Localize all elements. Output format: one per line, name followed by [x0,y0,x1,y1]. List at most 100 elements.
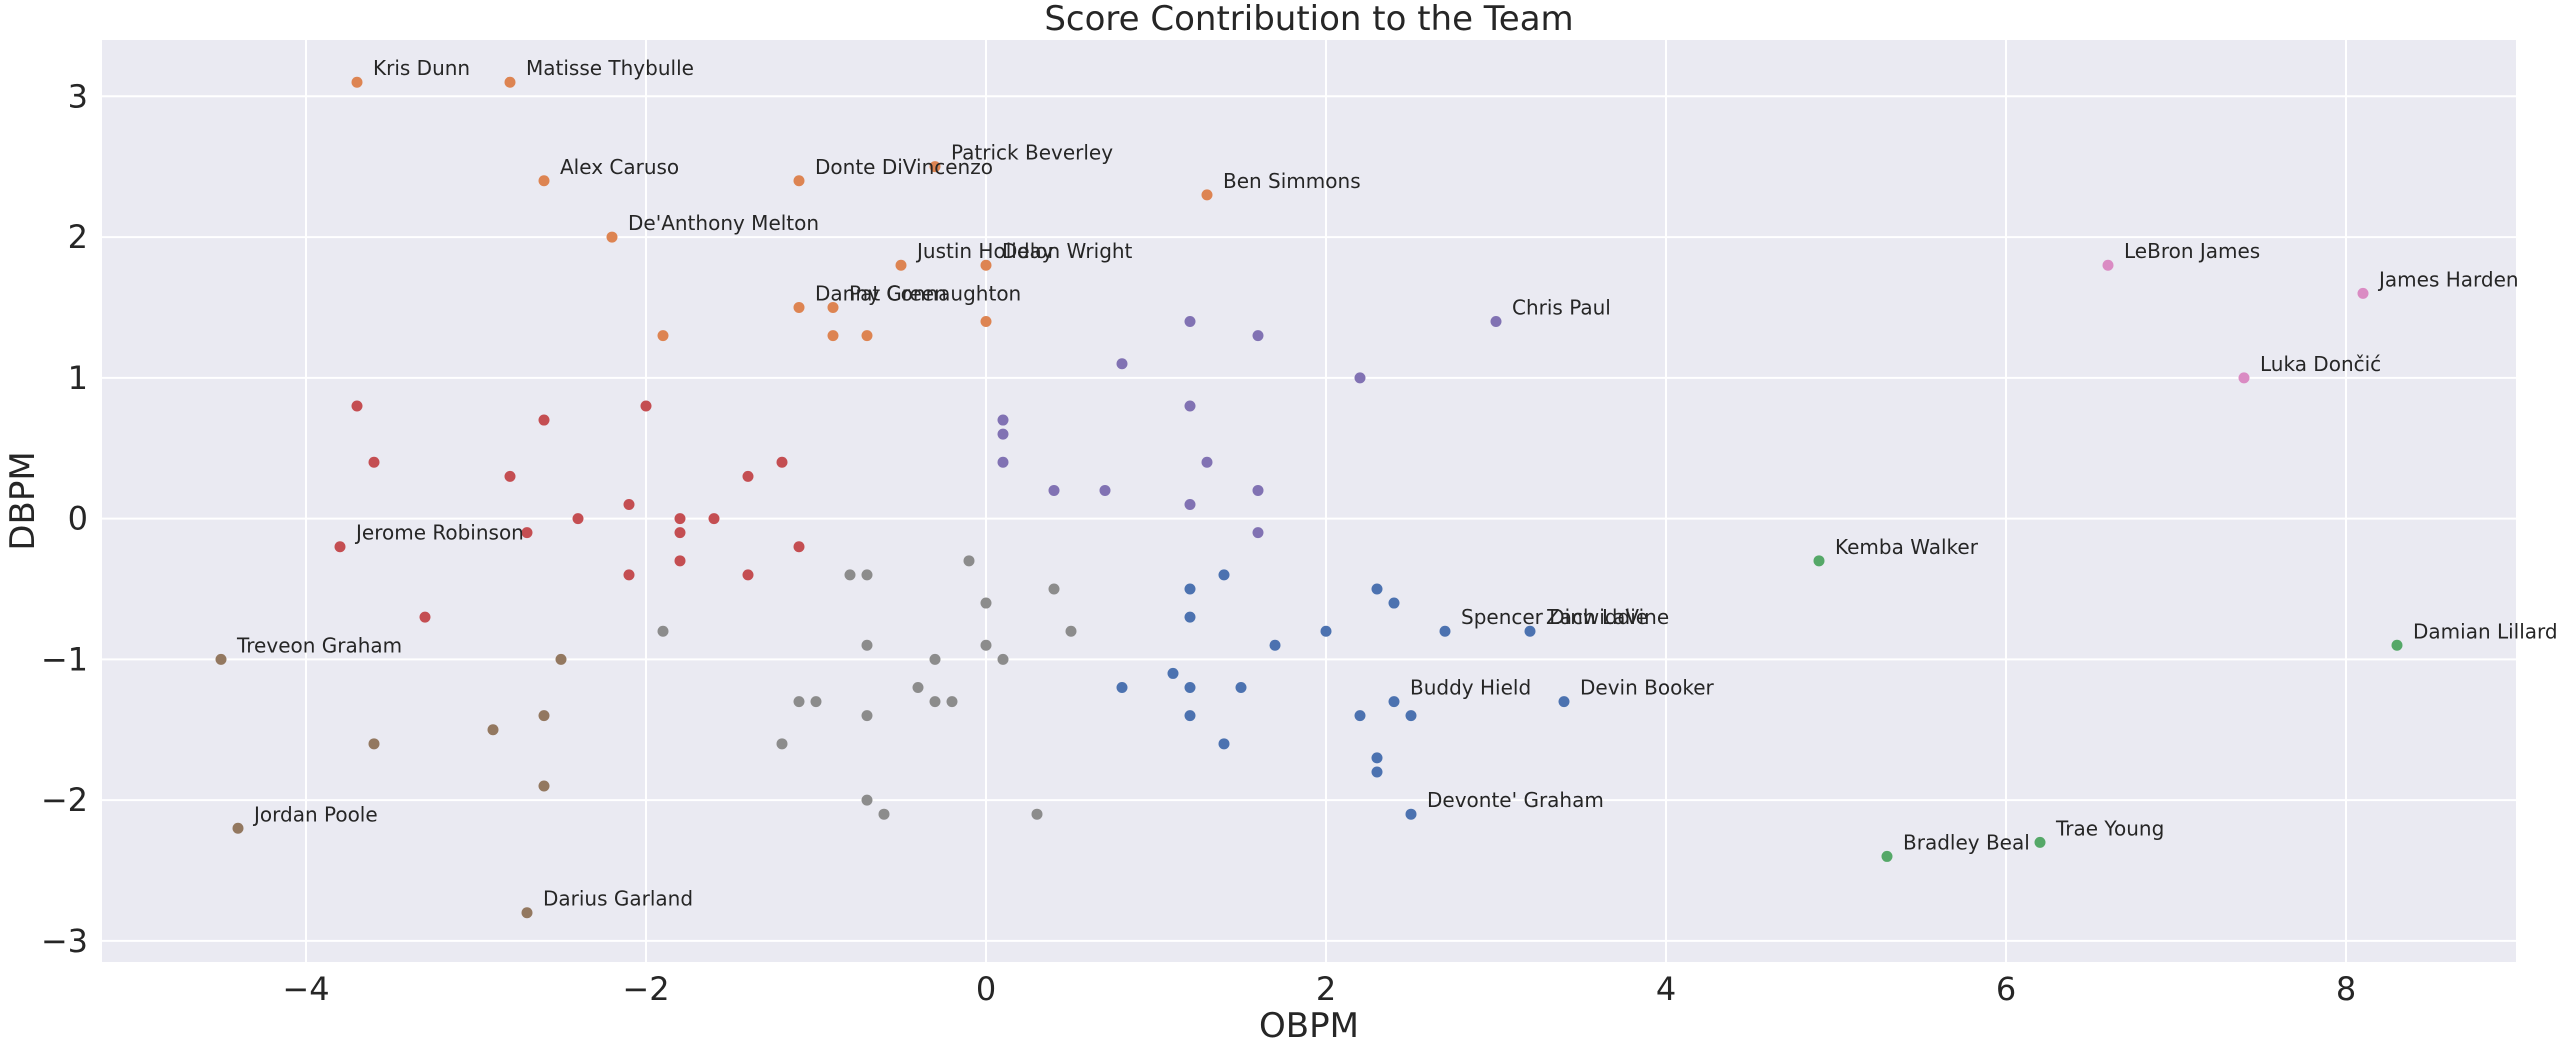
data-point [368,738,380,750]
data-point [1388,597,1400,609]
data-point [997,653,1009,665]
y-tick-label: 2 [68,218,88,256]
plot-background [102,40,2516,962]
data-point [1218,738,1230,750]
data-point [878,808,890,820]
data-point [980,259,992,271]
data-point [521,527,533,539]
data-point [1371,766,1383,778]
data-point [1269,639,1281,651]
tick-labels: −4 −2 0 2 4 6 8 −3 −2 −1 0 1 2 3 [41,77,2356,1008]
point-label: Damian Lillard [2413,619,2558,643]
point-label: Luka Dončić [2260,352,2381,376]
point-label: Spencer Dinwiddie [1461,605,1648,629]
data-point [929,653,941,665]
data-point [929,696,941,708]
data-point [997,428,1009,440]
data-point [487,724,499,736]
data-point [521,907,533,919]
data-point [1048,484,1060,496]
data-point [1371,752,1383,764]
point-label: Buddy Hield [1410,676,1531,700]
chart-title: Score Contribution to the Team [1044,0,1573,39]
data-point [827,330,839,342]
data-point [623,499,635,511]
y-tick-label: −3 [41,922,88,960]
data-point [1252,484,1264,496]
data-point [861,639,873,651]
data-point [215,653,227,665]
data-point [538,175,550,187]
point-label: Zach LaVine [1546,605,1669,629]
y-tick-label: −1 [41,640,88,678]
data-point [776,738,788,750]
data-point [912,682,924,694]
x-tick-label: 0 [976,970,996,1008]
data-point [623,569,635,581]
data-points [215,76,2403,919]
point-label: Treveon Graham [236,633,402,657]
data-point [674,513,686,525]
data-point [1405,710,1417,722]
data-point [997,414,1009,426]
data-point [963,555,975,567]
data-point [1218,569,1230,581]
data-point [1184,682,1196,694]
point-label: Bradley Beal [1903,830,2030,854]
data-point [2034,836,2046,848]
point-label: Patrick Beverley [951,141,1113,165]
data-point [1116,682,1128,694]
point-label: Trae Young [2055,816,2164,840]
point-label: Ben Simmons [1223,169,1361,193]
point-label: De'Anthony Melton [628,211,819,235]
data-point [2391,639,2403,651]
data-point [980,597,992,609]
data-point [997,456,1009,468]
data-point [1320,625,1332,637]
point-label: Chris Paul [1512,296,1611,320]
data-point [793,175,805,187]
data-point [1252,330,1264,342]
y-tick-label: −2 [41,781,88,819]
data-point [606,231,618,243]
point-label: Devonte' Graham [1427,788,1604,812]
data-point [708,513,720,525]
data-point [538,414,550,426]
point-label: Kemba Walker [1835,535,1979,559]
data-point [1354,710,1366,722]
data-point [776,456,788,468]
point-label: Donte DiVincenzo [815,155,993,179]
data-point [827,301,839,313]
data-point [793,301,805,313]
data-point [657,625,669,637]
data-point [674,555,686,567]
data-point [742,470,754,482]
point-label: James Harden [2377,267,2519,291]
data-point [1184,583,1196,595]
point-label: Devin Booker [1580,676,1714,700]
data-point [1558,696,1570,708]
data-point [946,696,958,708]
data-point [810,696,822,708]
data-point [1184,710,1196,722]
x-tick-label: 2 [1316,970,1336,1008]
data-point [1116,358,1128,370]
point-label: LeBron James [2124,239,2260,263]
data-point [572,513,584,525]
y-tick-label: 1 [68,359,88,397]
x-axis-label: OBPM [1259,1006,1359,1046]
data-point [538,780,550,792]
data-point [504,470,516,482]
data-point [419,611,431,623]
point-label: Alex Caruso [560,155,679,179]
x-tick-label: −2 [622,970,669,1008]
data-point [1490,316,1502,328]
data-point [793,541,805,553]
data-point [640,400,652,412]
data-point [1184,400,1196,412]
data-point [1167,667,1179,679]
data-point [2357,287,2369,299]
data-point [504,76,516,88]
data-point [1048,583,1060,595]
